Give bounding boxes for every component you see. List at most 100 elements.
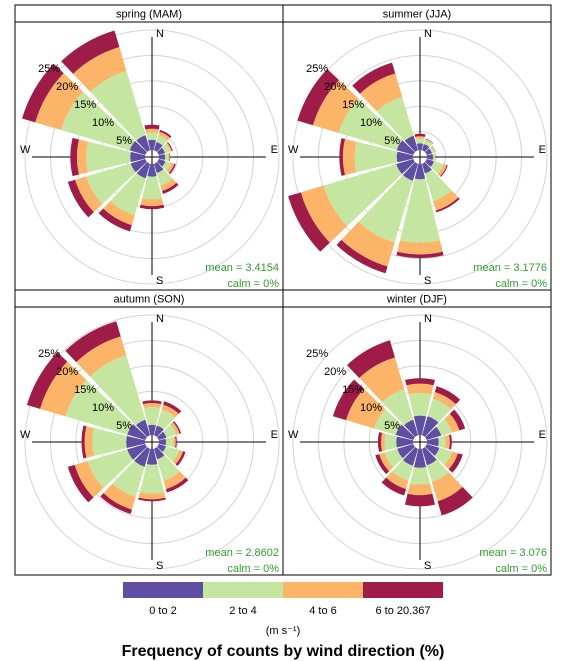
rose-sector: [26, 352, 68, 409]
panel-rose: 5%10% 15% 20% 25%: [292, 314, 548, 570]
rose-sector: [413, 415, 427, 436]
rose-sector: [169, 152, 171, 162]
rose-sector: [70, 137, 79, 177]
grid-ring: [24, 314, 280, 570]
rose-sector: [384, 448, 403, 468]
rose-sector: [297, 68, 340, 126]
rose-sector: [402, 447, 419, 466]
rose-sector: [157, 455, 180, 481]
rose-sector: [377, 432, 383, 452]
rose-sector: [449, 434, 452, 450]
rose-sector: [426, 459, 449, 482]
ring-label: 20%: [324, 366, 346, 378]
rose-sector: [86, 141, 131, 173]
rose-sector: [162, 424, 177, 438]
rose-sector: [396, 436, 414, 448]
ring-label: 10%: [360, 402, 382, 414]
rose-sector: [415, 138, 425, 144]
legend-units: (m s⁻¹): [266, 625, 301, 637]
rose-sector: [432, 153, 436, 161]
rose-sector: [438, 435, 446, 449]
rose-sector: [421, 416, 439, 437]
rose-sector: [157, 158, 166, 167]
rose-sector: [352, 62, 396, 94]
rose-sector: [425, 426, 442, 441]
rose-sector: [87, 449, 134, 489]
rose-sector: [381, 389, 414, 426]
rose-sector: [374, 409, 402, 435]
rose-sector: [396, 251, 444, 258]
rose-sector: [448, 453, 463, 473]
rose-sector: [142, 176, 162, 200]
direction-label-w: W: [20, 144, 31, 156]
rose-sector: [436, 419, 453, 436]
rose-sector: [425, 443, 440, 456]
legend-swatch: [203, 582, 283, 598]
rose-sector: [392, 459, 413, 481]
calm-label: calm = 0%: [227, 278, 279, 290]
rose-sector: [143, 407, 161, 426]
rose-sector: [165, 142, 172, 152]
rose-sector: [142, 402, 162, 409]
direction-label-w: W: [288, 144, 299, 156]
rose-sector: [399, 178, 441, 243]
rose-sector: [145, 128, 159, 133]
rose-sector: [157, 443, 167, 453]
rose-sector: [142, 400, 162, 405]
direction-label-w: W: [20, 429, 31, 441]
rose-sector: [164, 153, 169, 161]
rose-sector: [130, 158, 147, 173]
rose-sector: [175, 451, 186, 467]
rose-sector: [170, 422, 180, 435]
panel-rose: 5%10% 15% 20% 25%: [22, 29, 280, 285]
ring-label: 15%: [74, 99, 96, 111]
direction-label-n: N: [156, 313, 164, 325]
mean-label: mean = 3.076: [479, 547, 547, 559]
rose-sector: [138, 492, 166, 500]
mean-label: mean = 3.1776: [473, 262, 547, 274]
ring-label: 5%: [116, 135, 132, 147]
rose-sector: [336, 239, 388, 274]
rose-sector: [405, 378, 435, 386]
rose-sector: [173, 436, 176, 448]
rose-sector: [35, 73, 84, 131]
ring-label: 15%: [342, 384, 364, 396]
rose-sector: [168, 163, 176, 175]
direction-label-w: W: [288, 429, 299, 441]
rose-sector: [172, 421, 182, 434]
ring-label: 5%: [384, 135, 400, 147]
rose-sector: [421, 143, 430, 152]
direction-label-s: S: [424, 275, 431, 287]
rose-sector: [425, 138, 434, 144]
rose-sector: [167, 142, 173, 152]
rose-sector: [440, 164, 448, 177]
calm-label: calm = 0%: [227, 563, 279, 575]
ring-label: 10%: [92, 402, 114, 414]
rose-sector: [359, 73, 403, 112]
rose-sector: [67, 179, 94, 218]
rose-sector: [386, 471, 409, 490]
rose-sector: [358, 174, 413, 243]
rose-sector: [379, 452, 394, 472]
rose-sector: [408, 392, 432, 417]
calm-label: calm = 0%: [495, 563, 547, 575]
rose-sector: [153, 447, 165, 460]
rose-sector: [165, 477, 189, 493]
rose-sector: [429, 146, 435, 154]
rose-sector: [74, 461, 104, 498]
rose-sector: [445, 435, 450, 449]
rose-sector: [103, 483, 136, 510]
rose-sector: [407, 483, 433, 496]
panel-rose: 5%10% 15% 20% 25%: [24, 314, 280, 570]
rose-sector: [76, 336, 127, 377]
rose-sector: [135, 419, 151, 437]
rose-sector: [157, 147, 166, 156]
rose-sector: [136, 162, 151, 179]
rose-sector: [433, 190, 459, 211]
legend-label: 2 to 4: [229, 605, 257, 617]
rose-sector: [354, 141, 398, 173]
rose-sector: [346, 340, 395, 378]
rose-sector: [425, 148, 433, 156]
